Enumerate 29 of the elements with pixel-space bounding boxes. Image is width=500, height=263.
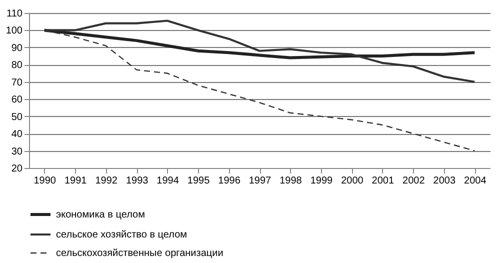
x-tick-label: 1993 — [126, 176, 149, 186]
y-tick-label: 80 — [11, 60, 23, 72]
y-tick-label: 20 — [11, 164, 23, 174]
x-tick-label: 2003 — [433, 176, 456, 186]
x-tick-label: 1990 — [34, 176, 56, 186]
x-tick-label: 2001 — [372, 176, 394, 186]
x-tick-label: 1995 — [187, 176, 210, 186]
y-tick-label: 110 — [6, 8, 23, 20]
x-tick-label: 1994 — [156, 176, 180, 186]
legend-label: экономика в целом — [56, 210, 146, 220]
x-tick-label: 2000 — [341, 176, 364, 186]
x-tick-label: 1998 — [280, 176, 302, 186]
y-tick-label: 50 — [11, 112, 23, 123]
y-tick-label: 90 — [11, 42, 23, 54]
line-series — [42, 28, 476, 60]
x-tick-label: 1997 — [248, 176, 272, 186]
y-tick-label: 70 — [11, 77, 23, 88]
y-tick-label: 40 — [11, 129, 23, 140]
legend-label: сельское хозяйство в целом — [56, 230, 188, 240]
x-tick-label: 1999 — [310, 176, 334, 186]
x-tick-label: 2004 — [464, 176, 487, 186]
x-tick-label: 1992 — [95, 176, 118, 186]
y-tick-label: 30 — [11, 146, 23, 158]
x-tick-label: 1996 — [218, 176, 241, 186]
x-tick-label: 2002 — [402, 176, 426, 186]
y-tick-label: 60 — [11, 94, 23, 106]
y-tick-label: 100 — [6, 26, 23, 37]
legend-label: сельскохозяйственные организации — [56, 248, 224, 259]
x-tick-label: 1991 — [64, 176, 88, 186]
